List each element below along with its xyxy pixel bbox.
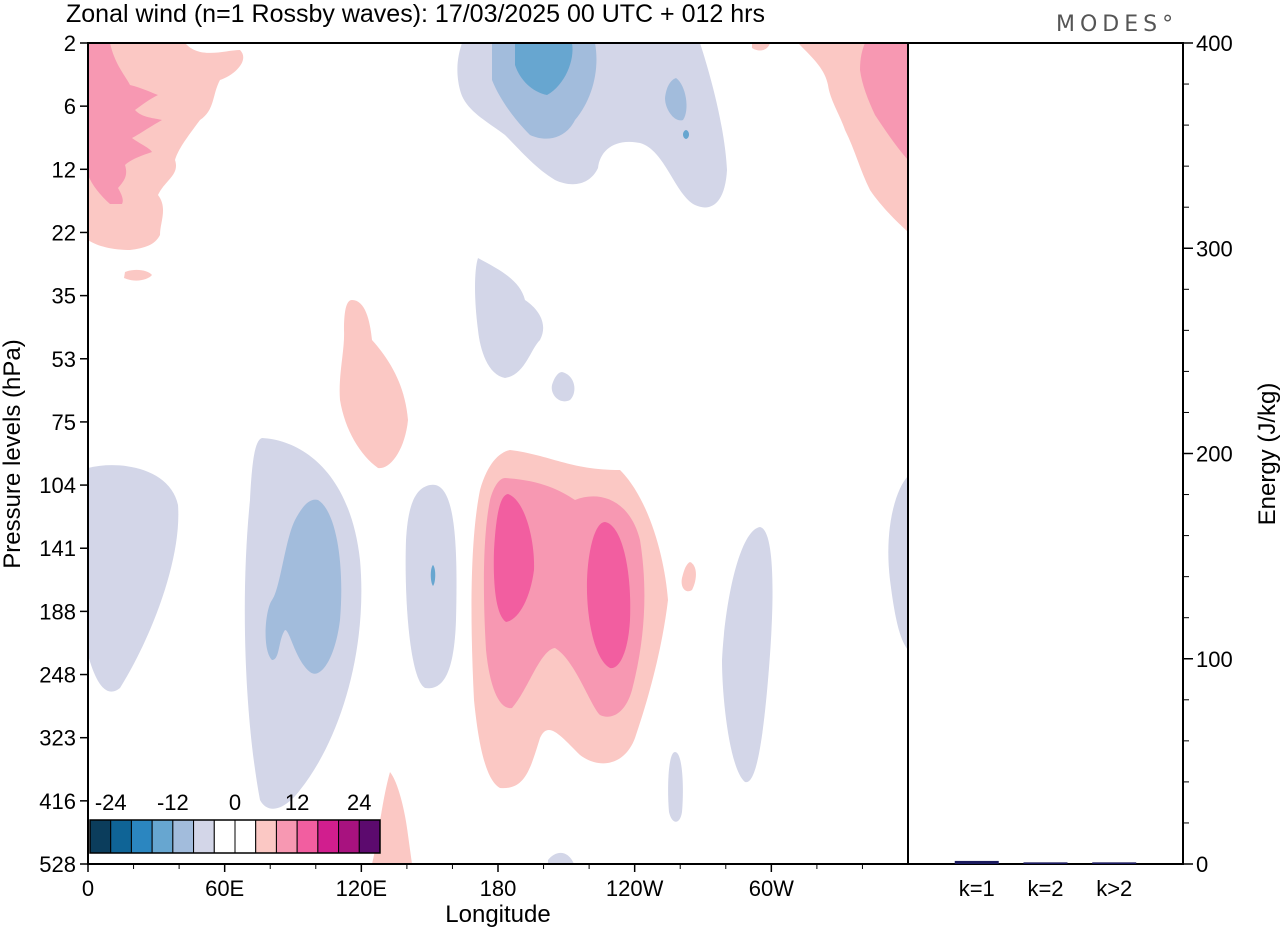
colorbar-swatch [358,819,381,854]
colorbar-swatch [89,819,112,854]
colorbar-frame [89,819,381,854]
colorbar-label: 12 [285,790,309,815]
contour-field [88,43,908,864]
colorbar-swatch [172,819,195,854]
y-tick-label: 104 [39,473,76,498]
y-tick-label: 75 [52,410,76,435]
energy-bar [1092,862,1137,864]
x-tick-label: 180 [480,876,517,901]
x-tick-label: 120W [606,876,664,901]
contour-positive-topleft-l2 [88,43,162,204]
energy-bar [1023,862,1068,864]
colorbar-label: 24 [347,790,371,815]
y-tick-label: 2 [64,31,76,56]
contour-negative-dot-upper [683,130,689,139]
x-tick-label: 60W [749,876,794,901]
x-tick-label: 60E [205,876,244,901]
y-tick-label: 416 [39,789,76,814]
pressure-axis: 2 6 12 22 35 53 75 104 141 188 248 323 416 528 [39,31,88,877]
y-tick-label: 141 [39,536,76,561]
energy-bar [954,860,999,864]
contour-negative-upper-small [665,78,687,121]
y-tick-label: 22 [52,220,76,245]
energy-category-label: k=2 [1027,876,1063,901]
energy-category-label: k=1 [959,876,995,901]
contour-negative-150E-column [405,484,457,689]
colorbar-label: -12 [157,790,189,815]
contour-positive-topright-l2 [860,43,908,160]
x-axis-label: Longitude [445,901,550,928]
colorbar: -24 -12 0 12 24 [89,790,381,854]
x-tick-label: 0 [82,876,94,901]
energy-axis: 0 100 200 300 400 [1183,31,1233,877]
energy-tick-label: 400 [1196,31,1233,56]
contour-negative-90W-column [722,527,773,783]
contour-negative-53hPa-dot [551,372,575,402]
y-tick-label: 188 [39,599,76,624]
contour-positive-topleft-small [124,269,152,281]
energy-bars: k=1 k=2 k>2 [954,860,1137,901]
colorbar-swatch [275,819,298,854]
contour-negative-60E-core [265,499,342,674]
contour-negative-35hPa [475,258,544,378]
contour-positive-main-l3-left [493,494,535,622]
contour-negative-small-a [668,752,683,822]
colorbar-swatch [130,819,153,854]
y-tick-label: 12 [52,157,76,182]
y-tick-label: 528 [39,852,76,877]
energy-tick-label: 300 [1196,236,1233,261]
y-tick-label: 248 [39,663,76,688]
y-tick-label: 323 [39,726,76,751]
contour-negative-upper-deep [515,43,573,95]
contour-negative-east-edge [888,476,908,650]
colorbar-label: -24 [95,790,127,815]
energy-tick-label: 0 [1196,852,1208,877]
y-tick-label: 6 [64,94,76,119]
colorbar-swatch [151,819,174,854]
y-tick-label: 35 [52,284,76,309]
contour-negative-small-b [548,852,574,864]
energy-tick-label: 100 [1196,647,1233,672]
energy-category-label: k>2 [1096,876,1132,901]
y-tick-label: 53 [52,347,76,372]
contour-positive-small-right [681,562,696,592]
colorbar-swatch [213,819,236,854]
modes-logo: MODES° [1056,12,1178,37]
chart-title: Zonal wind (n=1 Rossby waves): 17/03/202… [66,0,765,28]
contour-positive-75hPa [339,300,408,469]
colorbar-swatch [296,819,319,854]
contour-positive-bottom-120E [372,772,412,864]
colorbar-swatch [234,819,257,854]
colorbar-swatch [110,819,132,854]
colorbar-swatch [193,819,215,854]
colorbar-swatch [317,819,340,854]
energy-tick-label: 200 [1196,442,1233,467]
colorbar-swatch [338,819,360,854]
contour-positive-main-l3-right [586,522,631,669]
colorbar-swatch [255,819,277,854]
longitude-axis: 0 60E 120E 180 120W 60W [82,864,863,901]
energy-panel-frame [907,42,1184,865]
y-axis-label: Pressure levels (hPa) [0,339,26,568]
energy-axis-label: Energy (J/kg) [1254,383,1280,526]
contour-negative-west-low [88,465,179,692]
colorbar-label: 0 [229,790,241,815]
x-tick-label: 120E [336,876,387,901]
contour-positive-top-mid [752,43,770,51]
contour-negative-dot-150E [430,565,436,586]
